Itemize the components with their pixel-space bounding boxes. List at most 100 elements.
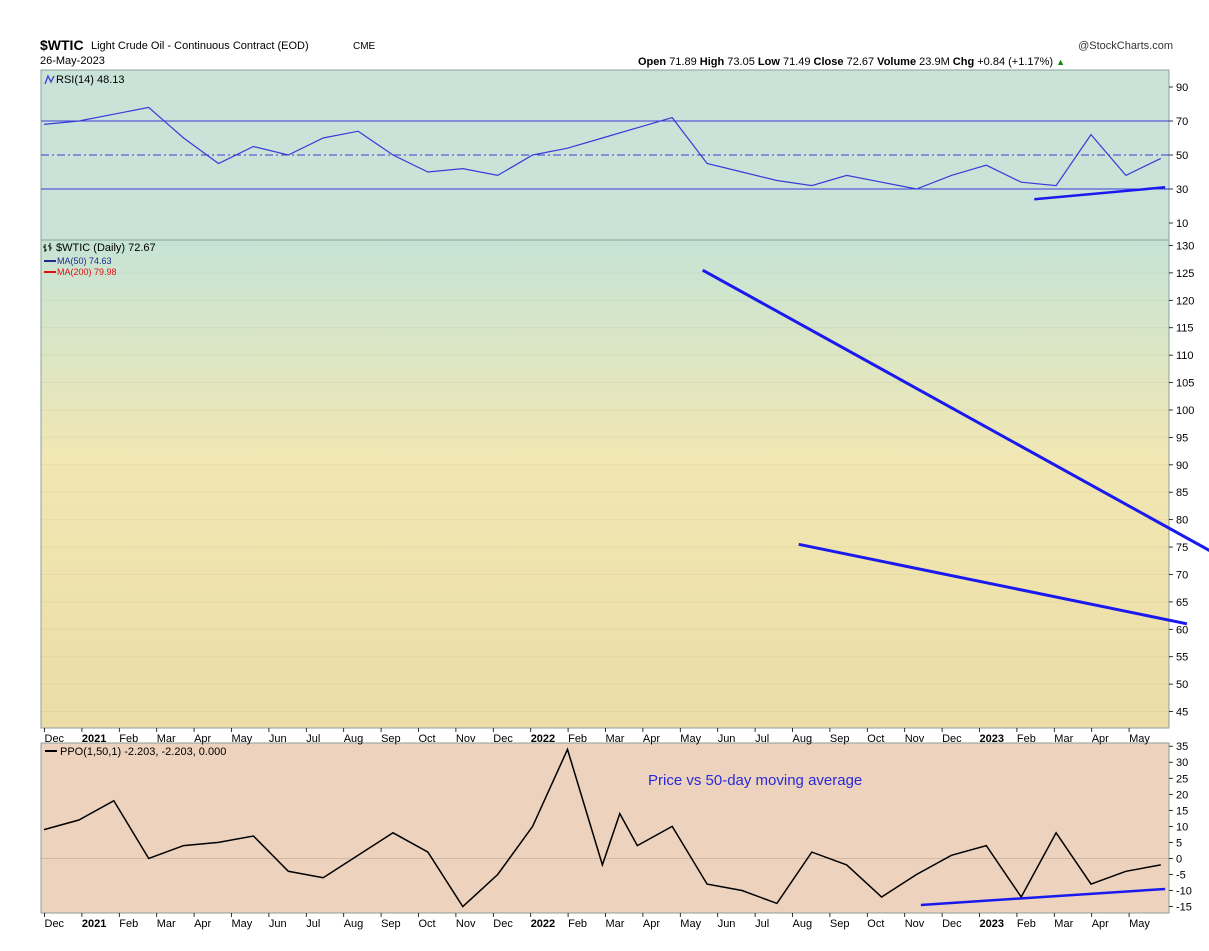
x-tick-label: Feb xyxy=(568,918,587,930)
x-tick-label: Feb xyxy=(568,733,587,745)
x-tick-label: Oct xyxy=(867,733,884,745)
price-y-tick-label: 70 xyxy=(1176,569,1188,581)
price-y-tick-label: 60 xyxy=(1176,624,1188,636)
rsi-y-tick-label: 50 xyxy=(1176,150,1188,162)
ppo-y-tick-label: 25 xyxy=(1176,773,1188,785)
price-y-tick-label: 50 xyxy=(1176,679,1188,691)
price-y-tick-label: 105 xyxy=(1176,378,1194,390)
price-legend-label: $WTIC (Daily) 72.67 xyxy=(56,242,156,254)
ma50-legend-label: MA(50) 74.63 xyxy=(57,256,112,266)
x-tick-label: May xyxy=(680,918,701,930)
x-tick-label: Apr xyxy=(194,733,211,745)
x-tick-label: Feb xyxy=(119,918,138,930)
rsi-legend-icon xyxy=(44,74,55,85)
price-y-tick-label: 85 xyxy=(1176,487,1188,499)
x-tick-label: Feb xyxy=(1017,918,1036,930)
x-tick-label: Mar xyxy=(1054,733,1073,745)
rsi-y-tick-label: 90 xyxy=(1176,82,1188,94)
x-tick-label: Dec xyxy=(45,918,65,930)
x-tick-label: Sep xyxy=(381,918,401,930)
price-bars-icon xyxy=(43,243,52,252)
x-tick-label: Nov xyxy=(456,733,476,745)
x-tick-label: May xyxy=(680,733,701,745)
price-y-tick-label: 80 xyxy=(1176,515,1188,527)
x-tick-label: 2022 xyxy=(531,918,555,930)
price-y-tick-label: 55 xyxy=(1176,652,1188,664)
ppo-y-tick-label: 5 xyxy=(1176,837,1182,849)
close-value: 72.67 xyxy=(846,56,875,68)
high-label: High xyxy=(699,56,725,68)
open-value: 71.89 xyxy=(669,56,697,68)
ppo-line xyxy=(43,747,1161,908)
price-y-tick-label: 125 xyxy=(1176,268,1194,280)
rsi-trendline xyxy=(1034,186,1166,201)
x-tick-label: Feb xyxy=(1017,733,1036,745)
chg-value: +0.84 (+1.17%) xyxy=(977,56,1054,68)
ppo-panel-bg xyxy=(40,742,1170,914)
rsi-legend: RSI(14) 48.13 xyxy=(44,74,124,86)
lower-trendline xyxy=(798,542,1188,626)
x-tick-label: Aug xyxy=(344,918,364,930)
x-tick-label: Feb xyxy=(119,733,138,745)
ppo-y-tick-label: -15 xyxy=(1176,902,1192,914)
rsi-y-tick-label: 30 xyxy=(1176,184,1188,196)
x-tick-label: Jun xyxy=(269,733,287,745)
quote-bar: Open 71.89 High 73.05 Low 71.49 Close 72… xyxy=(638,56,1065,68)
rsi-line xyxy=(43,106,1162,190)
ppo-y-tick-label: 0 xyxy=(1176,853,1182,865)
x-tick-label: May xyxy=(1129,918,1150,930)
x-tick-label: Aug xyxy=(793,918,813,930)
x-tick-label: Sep xyxy=(830,733,850,745)
ma200-legend-label: MA(200) 79.98 xyxy=(57,267,117,277)
x-tick-label: Mar xyxy=(157,918,176,930)
close-label: Close xyxy=(813,56,844,68)
ppo-y-tick-label: 10 xyxy=(1176,821,1188,833)
x-tick-label: Dec xyxy=(942,918,962,930)
x-tick-label: Apr xyxy=(194,918,211,930)
x-tick-label: 2023 xyxy=(980,733,1004,745)
price-y-tick-label: 100 xyxy=(1176,405,1194,417)
chart-date: 26-May-2023 xyxy=(40,55,105,67)
chg-label: Chg xyxy=(952,56,975,68)
low-label: Low xyxy=(757,56,780,68)
x-tick-label: Oct xyxy=(419,918,436,930)
ppo-y-tick-label: -10 xyxy=(1176,886,1192,898)
low-value: 71.49 xyxy=(782,56,811,68)
ppo-y-tick-label: 35 xyxy=(1176,741,1188,753)
x-tick-label: Mar xyxy=(1054,918,1073,930)
exchange-label: CME xyxy=(353,41,376,52)
x-tick-label: Mar xyxy=(606,918,625,930)
ppo-annotation: Price vs 50-day moving average xyxy=(648,772,862,789)
x-tick-label: Aug xyxy=(344,733,364,745)
x-tick-label: Apr xyxy=(1092,918,1109,930)
up-arrow-icon: ▲ xyxy=(1056,57,1066,67)
x-tick-label: Nov xyxy=(905,733,925,745)
x-tick-label: Nov xyxy=(905,918,925,930)
open-label: Open xyxy=(638,56,667,68)
x-tick-label: Aug xyxy=(793,733,813,745)
x-tick-label: May xyxy=(232,918,253,930)
x-tick-label: Dec xyxy=(493,733,513,745)
ppo-legend-label: PPO(1,50,1) -2.203, -2.203, 0.000 xyxy=(60,746,226,758)
x-tick-label: May xyxy=(232,733,253,745)
x-tick-label: Oct xyxy=(867,918,884,930)
x-tick-label: Mar xyxy=(157,733,176,745)
x-tick-label: Apr xyxy=(643,733,660,745)
upper-trendline xyxy=(701,268,1209,552)
price-y-tick-label: 65 xyxy=(1176,597,1188,609)
volume-label: Volume xyxy=(877,56,917,68)
price-panel-bg xyxy=(40,239,1170,729)
chart-name: Light Crude Oil - Continuous Contract (E… xyxy=(91,40,309,52)
price-y-tick-label: 130 xyxy=(1176,240,1194,252)
x-tick-label: Nov xyxy=(456,918,476,930)
x-tick-label: Jun xyxy=(718,733,736,745)
x-tick-label: Jul xyxy=(755,918,769,930)
price-y-tick-label: 75 xyxy=(1176,542,1188,554)
x-tick-label: 2021 xyxy=(82,918,106,930)
ppo-y-tick-label: 20 xyxy=(1176,789,1188,801)
x-tick-label: 2021 xyxy=(82,733,106,745)
rsi-legend-label: RSI(14) 48.13 xyxy=(56,74,124,86)
price-y-tick-label: 95 xyxy=(1176,432,1188,444)
price-y-tick-label: 90 xyxy=(1176,460,1188,472)
